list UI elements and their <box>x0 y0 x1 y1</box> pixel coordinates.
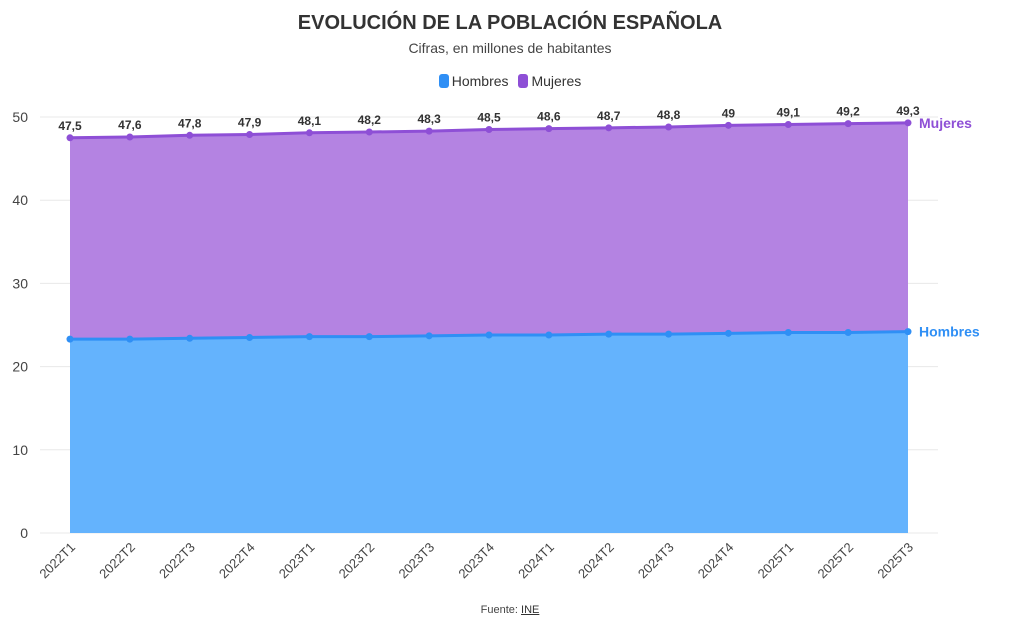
legend-label: Hombres <box>451 73 509 89</box>
y-tick-label: 20 <box>12 359 28 375</box>
data-point <box>186 131 194 139</box>
data-point <box>605 124 613 132</box>
legend-swatch <box>518 74 529 88</box>
data-label: 47,5 <box>58 119 82 133</box>
data-point <box>425 332 433 340</box>
data-label: 49 <box>722 106 736 120</box>
data-point <box>485 125 493 133</box>
x-tick-label: 2022T3 <box>156 540 198 582</box>
data-point <box>365 128 373 136</box>
data-point <box>784 120 792 128</box>
legend-item-hombres[interactable]: Hombres <box>438 73 509 89</box>
data-label: 49,3 <box>896 104 920 118</box>
data-point <box>545 331 553 339</box>
data-label: 48,7 <box>597 109 621 123</box>
data-label: 49,1 <box>777 105 801 119</box>
y-tick-label: 30 <box>12 275 28 291</box>
data-point <box>665 330 673 338</box>
source-link[interactable]: INE <box>521 604 540 616</box>
data-point <box>66 134 74 142</box>
data-point <box>545 125 553 133</box>
data-label: 47,9 <box>238 115 262 129</box>
x-tick-label: 2023T4 <box>455 540 497 582</box>
data-point <box>844 328 852 336</box>
data-point <box>126 335 134 343</box>
x-tick-label: 2024T1 <box>515 540 557 582</box>
y-tick-label: 40 <box>12 192 28 208</box>
series-end-label: Mujeres <box>919 115 972 131</box>
data-point <box>246 130 254 138</box>
data-point <box>724 121 732 129</box>
x-tick-label: 2023T2 <box>336 540 378 582</box>
data-point <box>365 333 373 341</box>
data-label: 48,2 <box>358 113 382 127</box>
data-point <box>844 120 852 128</box>
data-point <box>485 331 493 339</box>
data-point <box>904 328 912 336</box>
x-tick-label: 2025T3 <box>874 540 916 582</box>
x-tick-label: 2023T3 <box>395 540 437 582</box>
data-point <box>665 123 673 131</box>
x-tick-label: 2022T4 <box>216 540 258 582</box>
x-tick-label: 2022T2 <box>96 540 138 582</box>
y-tick-label: 50 <box>12 109 28 125</box>
data-label: 49,2 <box>836 105 860 119</box>
data-point <box>186 334 194 342</box>
data-point <box>425 127 433 135</box>
data-point <box>246 333 254 341</box>
chart-title: EVOLUCIÓN DE LA POBLACIÓN ESPAÑOLA <box>297 12 723 34</box>
x-tick-label: 2025T2 <box>814 540 856 582</box>
x-tick-label: 2022T1 <box>36 540 78 582</box>
data-point <box>904 119 912 127</box>
data-point <box>126 133 134 141</box>
data-point <box>784 328 792 336</box>
data-label: 48,5 <box>477 110 501 124</box>
data-point <box>66 335 74 343</box>
data-point <box>305 333 313 341</box>
chart-subtitle: Cifras, en millones de habitantes <box>408 40 612 56</box>
data-label: 48,6 <box>537 110 561 124</box>
legend-label: Mujeres <box>531 73 582 89</box>
y-tick-label: 10 <box>12 442 28 458</box>
data-label: 47,6 <box>118 118 142 132</box>
x-tick-label: 2024T4 <box>695 540 737 582</box>
data-point <box>305 129 313 137</box>
data-label: 48,1 <box>298 114 322 128</box>
area-mujeres <box>70 122 908 340</box>
data-label: 48,8 <box>657 108 681 122</box>
source-label: Fuente: <box>480 604 518 616</box>
x-tick-label: 2024T2 <box>575 540 617 582</box>
area-hombres <box>70 331 908 533</box>
data-point <box>605 330 613 338</box>
data-point <box>724 329 732 337</box>
legend-swatch <box>438 74 449 88</box>
x-tick-label: 2024T3 <box>635 540 677 582</box>
legend-item-mujeres[interactable]: Mujeres <box>518 73 581 89</box>
data-label: 48,3 <box>417 112 441 126</box>
legend: Hombres Mujeres <box>0 73 1020 91</box>
x-tick-label: 2025T1 <box>755 540 797 582</box>
x-tick-label: 2023T1 <box>276 540 318 582</box>
data-label: 47,8 <box>178 116 202 130</box>
series-end-label: Hombres <box>919 324 980 340</box>
y-tick-label: 0 <box>20 525 28 541</box>
source: Fuente: INE <box>0 604 1020 616</box>
